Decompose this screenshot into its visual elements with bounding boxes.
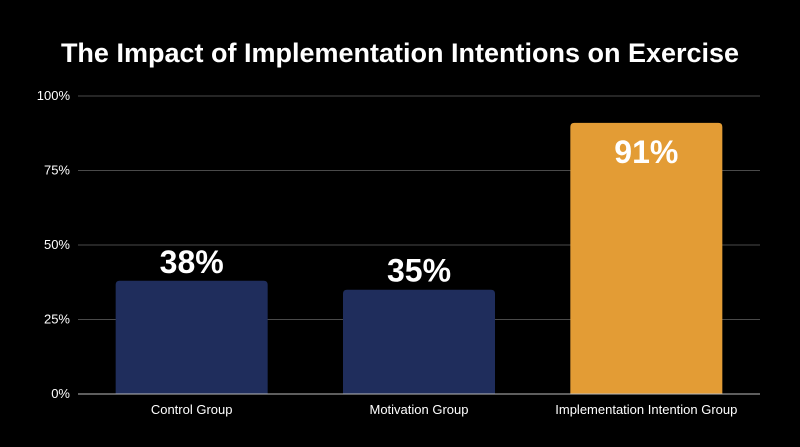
y-axis-ticks: 0% 25% 50% 75% 100% <box>37 88 71 401</box>
data-label: 38% <box>160 244 224 280</box>
x-tick-label: Implementation Intention Group <box>555 402 737 417</box>
data-label: 35% <box>387 253 451 289</box>
bar <box>343 289 495 394</box>
bar <box>115 280 268 394</box>
data-labels: 38% 35% 91% <box>160 134 679 289</box>
x-tick-label: Motivation Group <box>370 402 469 417</box>
x-axis-categories: Control Group Motivation Group Implementat… <box>151 402 738 417</box>
x-tick-label: Control Group <box>151 402 233 417</box>
bars <box>115 122 723 394</box>
y-tick-label: 100% <box>37 88 71 103</box>
y-tick-label: 50% <box>44 237 70 252</box>
y-tick-label: 75% <box>44 163 70 178</box>
data-label: 91% <box>614 134 678 170</box>
bar <box>570 122 723 394</box>
y-tick-label: 25% <box>44 312 70 327</box>
chart-title: The Impact of Implementation Intentions … <box>61 38 739 68</box>
y-tick-label: 0% <box>51 386 70 401</box>
